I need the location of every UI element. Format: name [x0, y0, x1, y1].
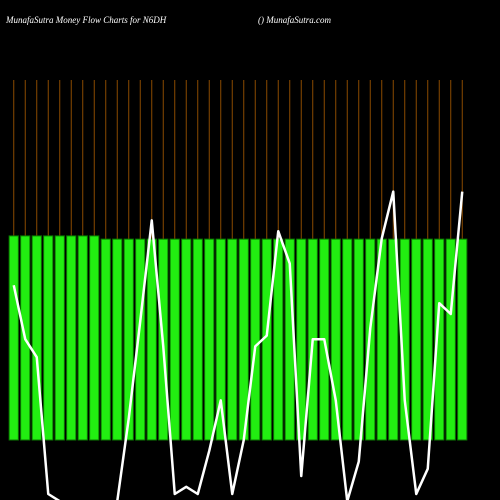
bar — [181, 238, 192, 441]
chart-title: MunafaSutra Money Flow Charts for N6DH — [5, 15, 167, 25]
bar — [457, 238, 468, 441]
chart-subtitle: () MunafaSutra.com — [258, 15, 331, 25]
bar — [204, 238, 215, 441]
bar — [445, 238, 456, 441]
bar — [169, 238, 180, 441]
bar — [31, 235, 42, 441]
bar — [422, 238, 433, 441]
bar — [192, 238, 203, 441]
bar — [411, 238, 422, 441]
bar — [8, 235, 19, 441]
bar — [342, 238, 353, 441]
bar — [123, 238, 134, 441]
bar — [330, 238, 341, 441]
bar — [296, 238, 307, 441]
bar — [215, 238, 226, 441]
bar — [353, 238, 364, 441]
bar — [388, 238, 399, 441]
bar — [77, 235, 88, 441]
bar — [227, 238, 238, 441]
bar — [250, 238, 261, 441]
bar — [54, 235, 65, 441]
bar — [434, 238, 445, 441]
bar — [112, 238, 123, 441]
bar — [135, 238, 146, 441]
money-flow-line — [12, 190, 464, 500]
bar — [43, 235, 54, 441]
bar — [100, 238, 111, 441]
bar — [89, 235, 100, 441]
bar — [66, 235, 77, 441]
bar — [146, 238, 157, 441]
